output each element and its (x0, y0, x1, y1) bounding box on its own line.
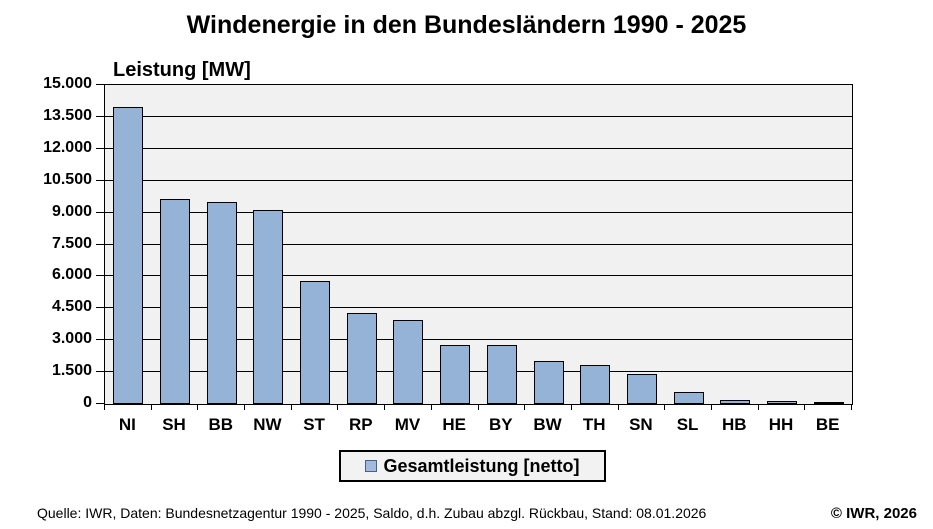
x-tick-label-BY: BY (489, 415, 513, 434)
y-tick-label-1.500: 1.500 (51, 362, 92, 380)
y-tick-label-13.500: 13.500 (43, 106, 92, 124)
x-tick-label-TH: TH (582, 415, 606, 434)
x-tick-label-RP: RP (348, 415, 373, 434)
gridline-6.000 (105, 275, 852, 277)
copyright-note: © IWR, 2026 (830, 505, 917, 522)
gridline-13.500 (105, 115, 852, 117)
x-tick-label-ST: ST (303, 415, 325, 434)
legend-series-swatch-icon (365, 460, 378, 472)
y-tick-mark (96, 115, 104, 117)
bar-SL (673, 392, 704, 404)
x-tick-label-MV: MV (394, 415, 421, 434)
x-tick-mark (664, 404, 666, 410)
y-tick-mark (96, 84, 104, 85)
y-tick-mark (96, 339, 104, 341)
y-tick-mark (96, 211, 104, 213)
x-tick-mark (104, 404, 105, 410)
y-tick-label-10.500: 10.500 (43, 170, 92, 188)
bar-SH (160, 199, 191, 404)
x-tick-mark (524, 404, 526, 410)
source-note: Quelle: IWR, Daten: Bundesnetzagentur 19… (37, 505, 707, 521)
legend: Gesamtleistung [netto] (339, 450, 606, 482)
y-tick-label-12.000: 12.000 (43, 138, 92, 156)
x-tick-mark (430, 404, 432, 410)
gridline-4.500 (105, 307, 852, 309)
x-tick-label-BB: BB (208, 415, 233, 434)
bar-BY (486, 345, 517, 404)
x-tick-label-HB: HB (722, 415, 747, 434)
x-tick-mark (244, 404, 246, 410)
x-tick-label-HE: HE (442, 415, 466, 434)
y-tick-mark (96, 179, 104, 181)
bar-HE (440, 345, 471, 404)
gridline-1.500 (105, 371, 852, 373)
x-tick-label-HH: HH (768, 415, 794, 434)
gridline-7.500 (105, 243, 852, 245)
x-tick-label-NW: NW (253, 415, 282, 434)
y-tick-mark (96, 307, 104, 309)
x-tick-mark (804, 404, 806, 410)
x-tick-mark (477, 404, 479, 410)
bar-NW (253, 210, 284, 404)
bar-BW (533, 361, 564, 404)
x-tick-label-BW: BW (533, 415, 562, 434)
chart-title: Windenergie in den Bundesländern 1990 - … (186, 11, 747, 39)
y-tick-mark (96, 275, 104, 277)
gridline-3.000 (105, 339, 852, 341)
y-tick-label-9.000: 9.000 (51, 202, 92, 220)
y-tick-label-3.000: 3.000 (51, 330, 92, 348)
x-tick-mark (617, 404, 619, 410)
x-tick-mark (150, 404, 152, 410)
y-tick-label-15.000: 15.000 (43, 75, 92, 92)
x-tick-label-SH: SH (162, 415, 186, 434)
x-tick-mark (384, 404, 386, 410)
x-tick-mark (290, 404, 292, 410)
x-tick-mark (851, 404, 852, 410)
y-tick-mark (96, 403, 104, 404)
gridline-10.500 (105, 179, 852, 181)
x-tick-mark (710, 404, 712, 410)
x-tick-mark (757, 404, 759, 410)
bar-HH (766, 401, 797, 404)
x-tick-mark (570, 404, 572, 410)
plot-area (104, 84, 853, 405)
bar-ST (300, 281, 331, 404)
y-axis-title: Leistung [MW] (113, 59, 251, 81)
x-tick-label-SN: SN (629, 415, 653, 434)
legend-label: Gesamtleistung [netto] (383, 455, 580, 476)
footer: Quelle: IWR, Daten: Bundesnetzagentur 19… (0, 505, 933, 525)
y-tick-mark (96, 147, 104, 149)
bar-RP (346, 313, 377, 404)
x-tick-label-NI: NI (118, 415, 136, 434)
bar-TH (580, 365, 611, 404)
x-tick-mark (197, 404, 199, 410)
y-tick-mark (96, 243, 104, 245)
x-tick-label-SL: SL (676, 415, 699, 434)
x-tick-label-BE: BE (815, 415, 840, 434)
bar-MV (393, 320, 424, 404)
y-tick-label-0: 0 (83, 394, 92, 411)
bar-SN (626, 374, 657, 404)
bar-BE (813, 402, 844, 404)
bar-BB (206, 202, 237, 404)
bar-NI (113, 107, 144, 404)
y-tick-label-4.500: 4.500 (51, 298, 92, 316)
gridline-9.000 (105, 211, 852, 213)
gridline-12.000 (105, 147, 852, 149)
x-tick-mark (337, 404, 339, 410)
y-tick-label-6.000: 6.000 (51, 266, 92, 284)
y-tick-label-7.500: 7.500 (51, 234, 92, 252)
bar-HB (720, 400, 751, 404)
y-tick-mark (96, 371, 104, 373)
